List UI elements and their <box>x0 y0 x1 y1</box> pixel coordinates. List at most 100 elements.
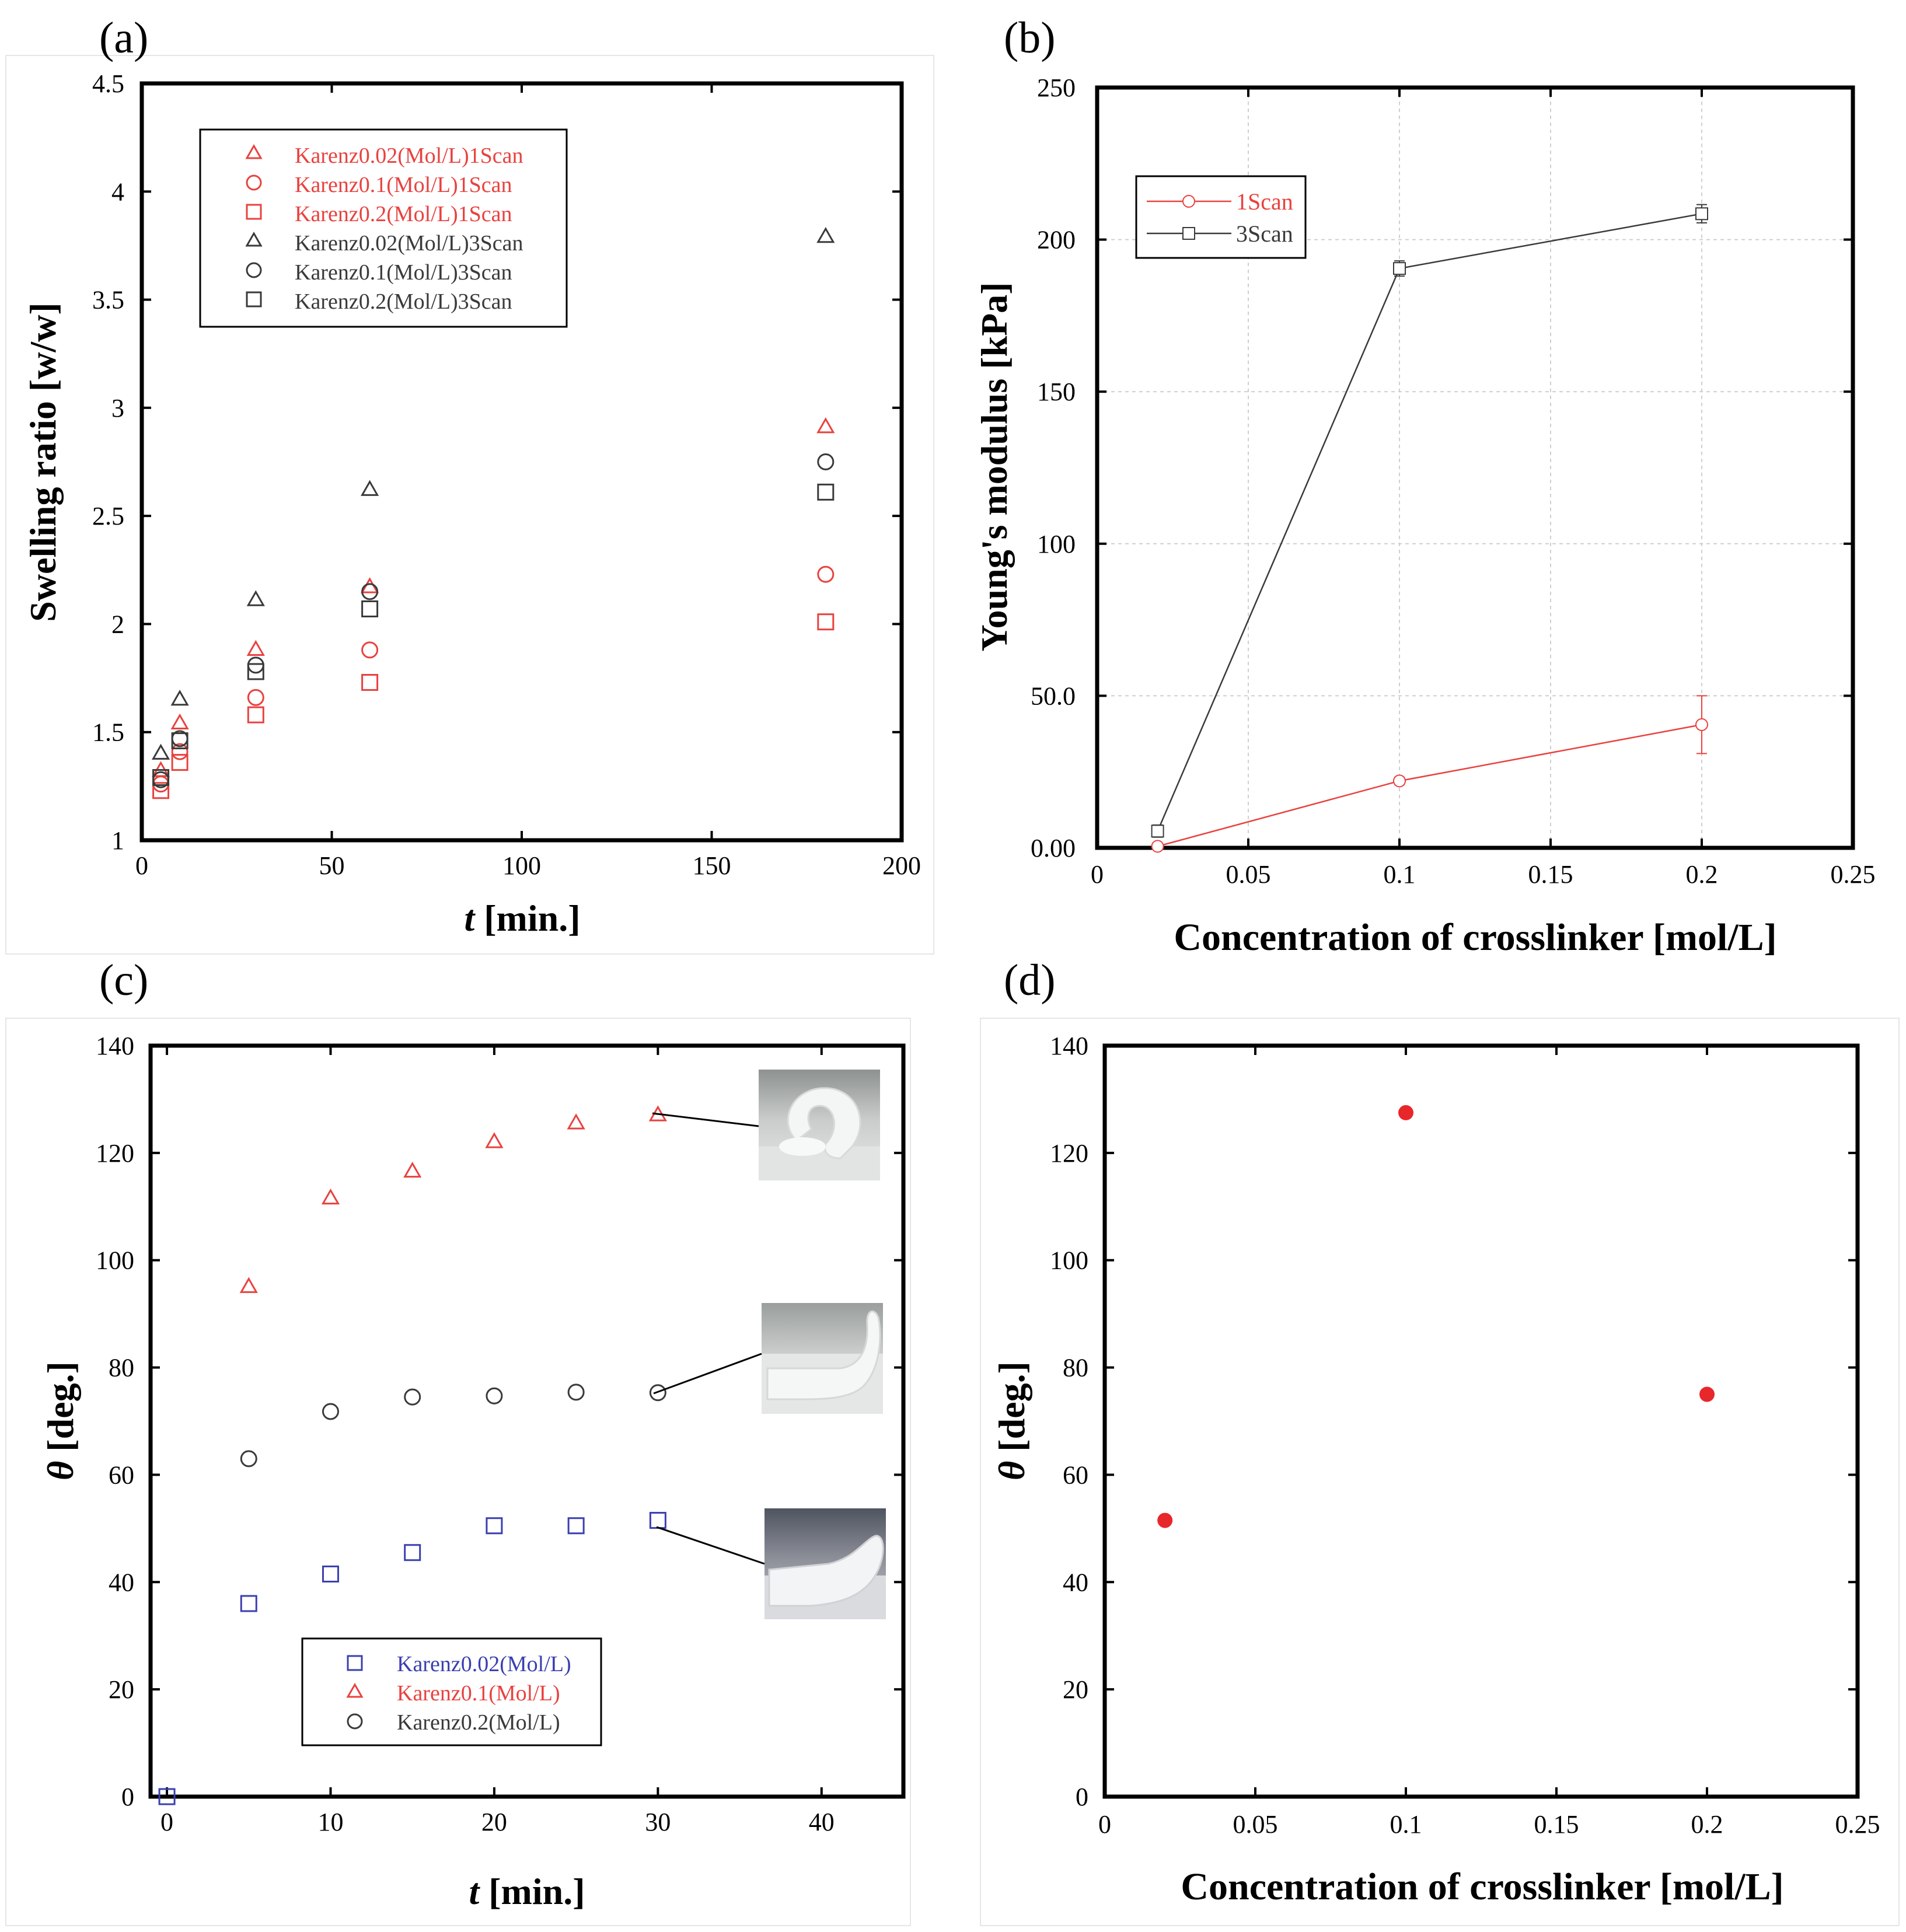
a-point-s4-2 <box>247 656 264 674</box>
panel-b-y-axis-label: Young's modulus [kPa] <box>973 282 1015 651</box>
b-point-s0-1 <box>1393 774 1406 788</box>
c-y-tick-label: 40 <box>109 1568 134 1596</box>
a-legend-marker-4 <box>246 262 262 278</box>
b-y-tick-label: 100 <box>1037 530 1076 558</box>
a-x-tick-label: 150 <box>693 851 731 880</box>
c-y-tick-label: 120 <box>96 1139 134 1168</box>
panel-b-plot-area <box>1095 85 1855 850</box>
c-point-s0-6 <box>649 1512 666 1529</box>
b-series-line-0 <box>1157 724 1702 847</box>
d-y-tick-label: 80 <box>1063 1354 1088 1382</box>
panel-b: (b) 0 0.05 0.1 0.15 0.2 0.25 0.00 50.0 100 150 200… <box>973 13 1876 959</box>
d-x-tick-label: 0.2 <box>1691 1810 1723 1839</box>
b-y-tick-label: 200 <box>1037 226 1076 254</box>
a-point-s0-4 <box>816 417 835 434</box>
b-series-line-1 <box>1157 213 1702 832</box>
c-point-s1-2 <box>403 1161 422 1178</box>
panel-b-x-axis-label: Concentration of crosslinker [mol/L] <box>1174 916 1776 959</box>
panel-a-frame <box>5 55 934 955</box>
a-legend-label-4: Karenz0.1(Mol/L)3Scan <box>295 260 512 285</box>
a-point-s0-2 <box>246 640 265 656</box>
panel-c-frame <box>5 1018 911 1926</box>
a-legend-label-3: Karenz0.02(Mol/L)3Scan <box>295 231 523 256</box>
panel-a-y-axis-label: Swelling ratio [w/w] <box>22 302 64 622</box>
c-point-s1-3 <box>485 1132 504 1148</box>
panel-d-x-axis-label: Concentration of crosslinker [mol/L] <box>1181 1865 1783 1908</box>
panel-c-y-axis-label: θ [deg.] <box>40 1361 81 1480</box>
c-point-s0-2 <box>322 1565 339 1582</box>
a-legend-label-1: Karenz0.1(Mol/L)1Scan <box>295 173 512 197</box>
c-y-tick-label: 60 <box>109 1461 134 1489</box>
b-y-tick-label: 0.00 <box>1031 834 1076 862</box>
d-y-tick-label: 20 <box>1063 1675 1088 1704</box>
c-point-s1-1 <box>321 1188 340 1205</box>
a-point-s5-1 <box>171 732 188 750</box>
c-point-s1-0 <box>239 1277 258 1293</box>
a-legend-marker-5 <box>246 291 262 308</box>
d-y-tick-label: 120 <box>1050 1139 1088 1168</box>
b-x-tick-label: 0 <box>1091 860 1104 889</box>
a-legend-label-5: Karenz0.2(Mol/L)3Scan <box>295 289 512 314</box>
c-point-s0-4 <box>486 1517 503 1535</box>
c-x-tick-label: 0 <box>160 1808 173 1836</box>
c-legend-marker-0 <box>347 1655 363 1671</box>
a-legend-marker-3 <box>245 231 263 247</box>
a-point-s3-0 <box>151 743 170 760</box>
a-point-s1-2 <box>247 689 264 706</box>
a-point-s3-3 <box>361 480 379 496</box>
a-point-s1-3 <box>361 641 379 659</box>
a-legend-marker-1 <box>246 174 262 191</box>
panel-d-frame <box>980 1018 1900 1926</box>
c-point-s0-3 <box>404 1544 421 1561</box>
c-x-tick-label: 10 <box>317 1808 343 1836</box>
b-point-s1-2 <box>1695 207 1708 221</box>
panel-a-label: (a) <box>99 13 148 62</box>
a-point-s4-3 <box>361 583 379 600</box>
a-point-s2-4 <box>817 613 835 631</box>
a-point-s3-4 <box>816 226 835 243</box>
panel-b-label: (b) <box>1004 13 1056 62</box>
b-x-tick-label: 0.05 <box>1226 860 1271 889</box>
d-x-tick-label: 0.1 <box>1390 1810 1422 1839</box>
panel-c-label: (c) <box>99 956 148 1005</box>
a-legend-label-2: Karenz0.2(Mol/L)1Scan <box>295 202 512 226</box>
b-point-s1-0 <box>1151 824 1164 838</box>
c-point-s0-0 <box>158 1788 176 1805</box>
d-y-tick-label: 60 <box>1063 1461 1088 1489</box>
d-x-tick-label: 0.15 <box>1534 1810 1579 1839</box>
a-y-tick-label: 3.5 <box>92 286 124 315</box>
panel-a: (a) 0 50 100 150 200 1 1.5 2 2.5 3 3.5 4 4.5 t [min.… <box>22 13 921 939</box>
a-point-s2-1 <box>171 754 188 771</box>
d-x-tick-label: 0.05 <box>1233 1810 1278 1839</box>
d-point-1 <box>1398 1105 1413 1120</box>
a-y-tick-label: 3 <box>111 394 124 422</box>
b-x-tick-label: 0.15 <box>1528 860 1573 889</box>
a-x-tick-label: 100 <box>502 851 541 880</box>
a-x-tick-label: 200 <box>882 851 921 880</box>
panel-b-legend-box <box>1135 175 1307 259</box>
c-point-s1-4 <box>567 1113 585 1130</box>
c-point-s2-1 <box>322 1403 339 1420</box>
panel-d: (d) 0 0.05 0.1 0.15 0.2 0.25 0 20 40 60 80 100 120 14… <box>991 956 1880 1908</box>
a-y-tick-label: 4.5 <box>92 69 124 98</box>
panel-c: (c) 0 10 20 30 40 0 20 40 60 80 100 120 140 t [min.]… <box>40 956 906 1912</box>
c-legend-label-1: Karenz0.1(Mol/L) <box>397 1681 560 1706</box>
d-point-2 <box>1699 1386 1715 1402</box>
leader-line-0.2 <box>653 1353 762 1395</box>
c-point-s0-1 <box>240 1595 257 1612</box>
leader-line-0.02 <box>656 1526 765 1565</box>
b-point-s0-0 <box>1151 840 1164 853</box>
a-legend-marker-0 <box>245 144 263 159</box>
d-y-tick-label: 0 <box>1076 1783 1088 1811</box>
a-point-s5-4 <box>817 483 835 501</box>
d-x-tick-label: 0.25 <box>1835 1810 1880 1839</box>
c-point-s2-2 <box>404 1388 421 1406</box>
c-y-tick-label: 20 <box>109 1675 134 1704</box>
panel-a-x-axis-label: t [min.] <box>464 897 580 939</box>
b-y-tick-label: 250 <box>1037 74 1076 102</box>
a-point-s5-3 <box>361 600 379 617</box>
d-y-tick-label: 140 <box>1050 1032 1088 1060</box>
hydrogel-photo-0.02 <box>765 1508 886 1619</box>
a-point-s5-2 <box>247 663 264 680</box>
